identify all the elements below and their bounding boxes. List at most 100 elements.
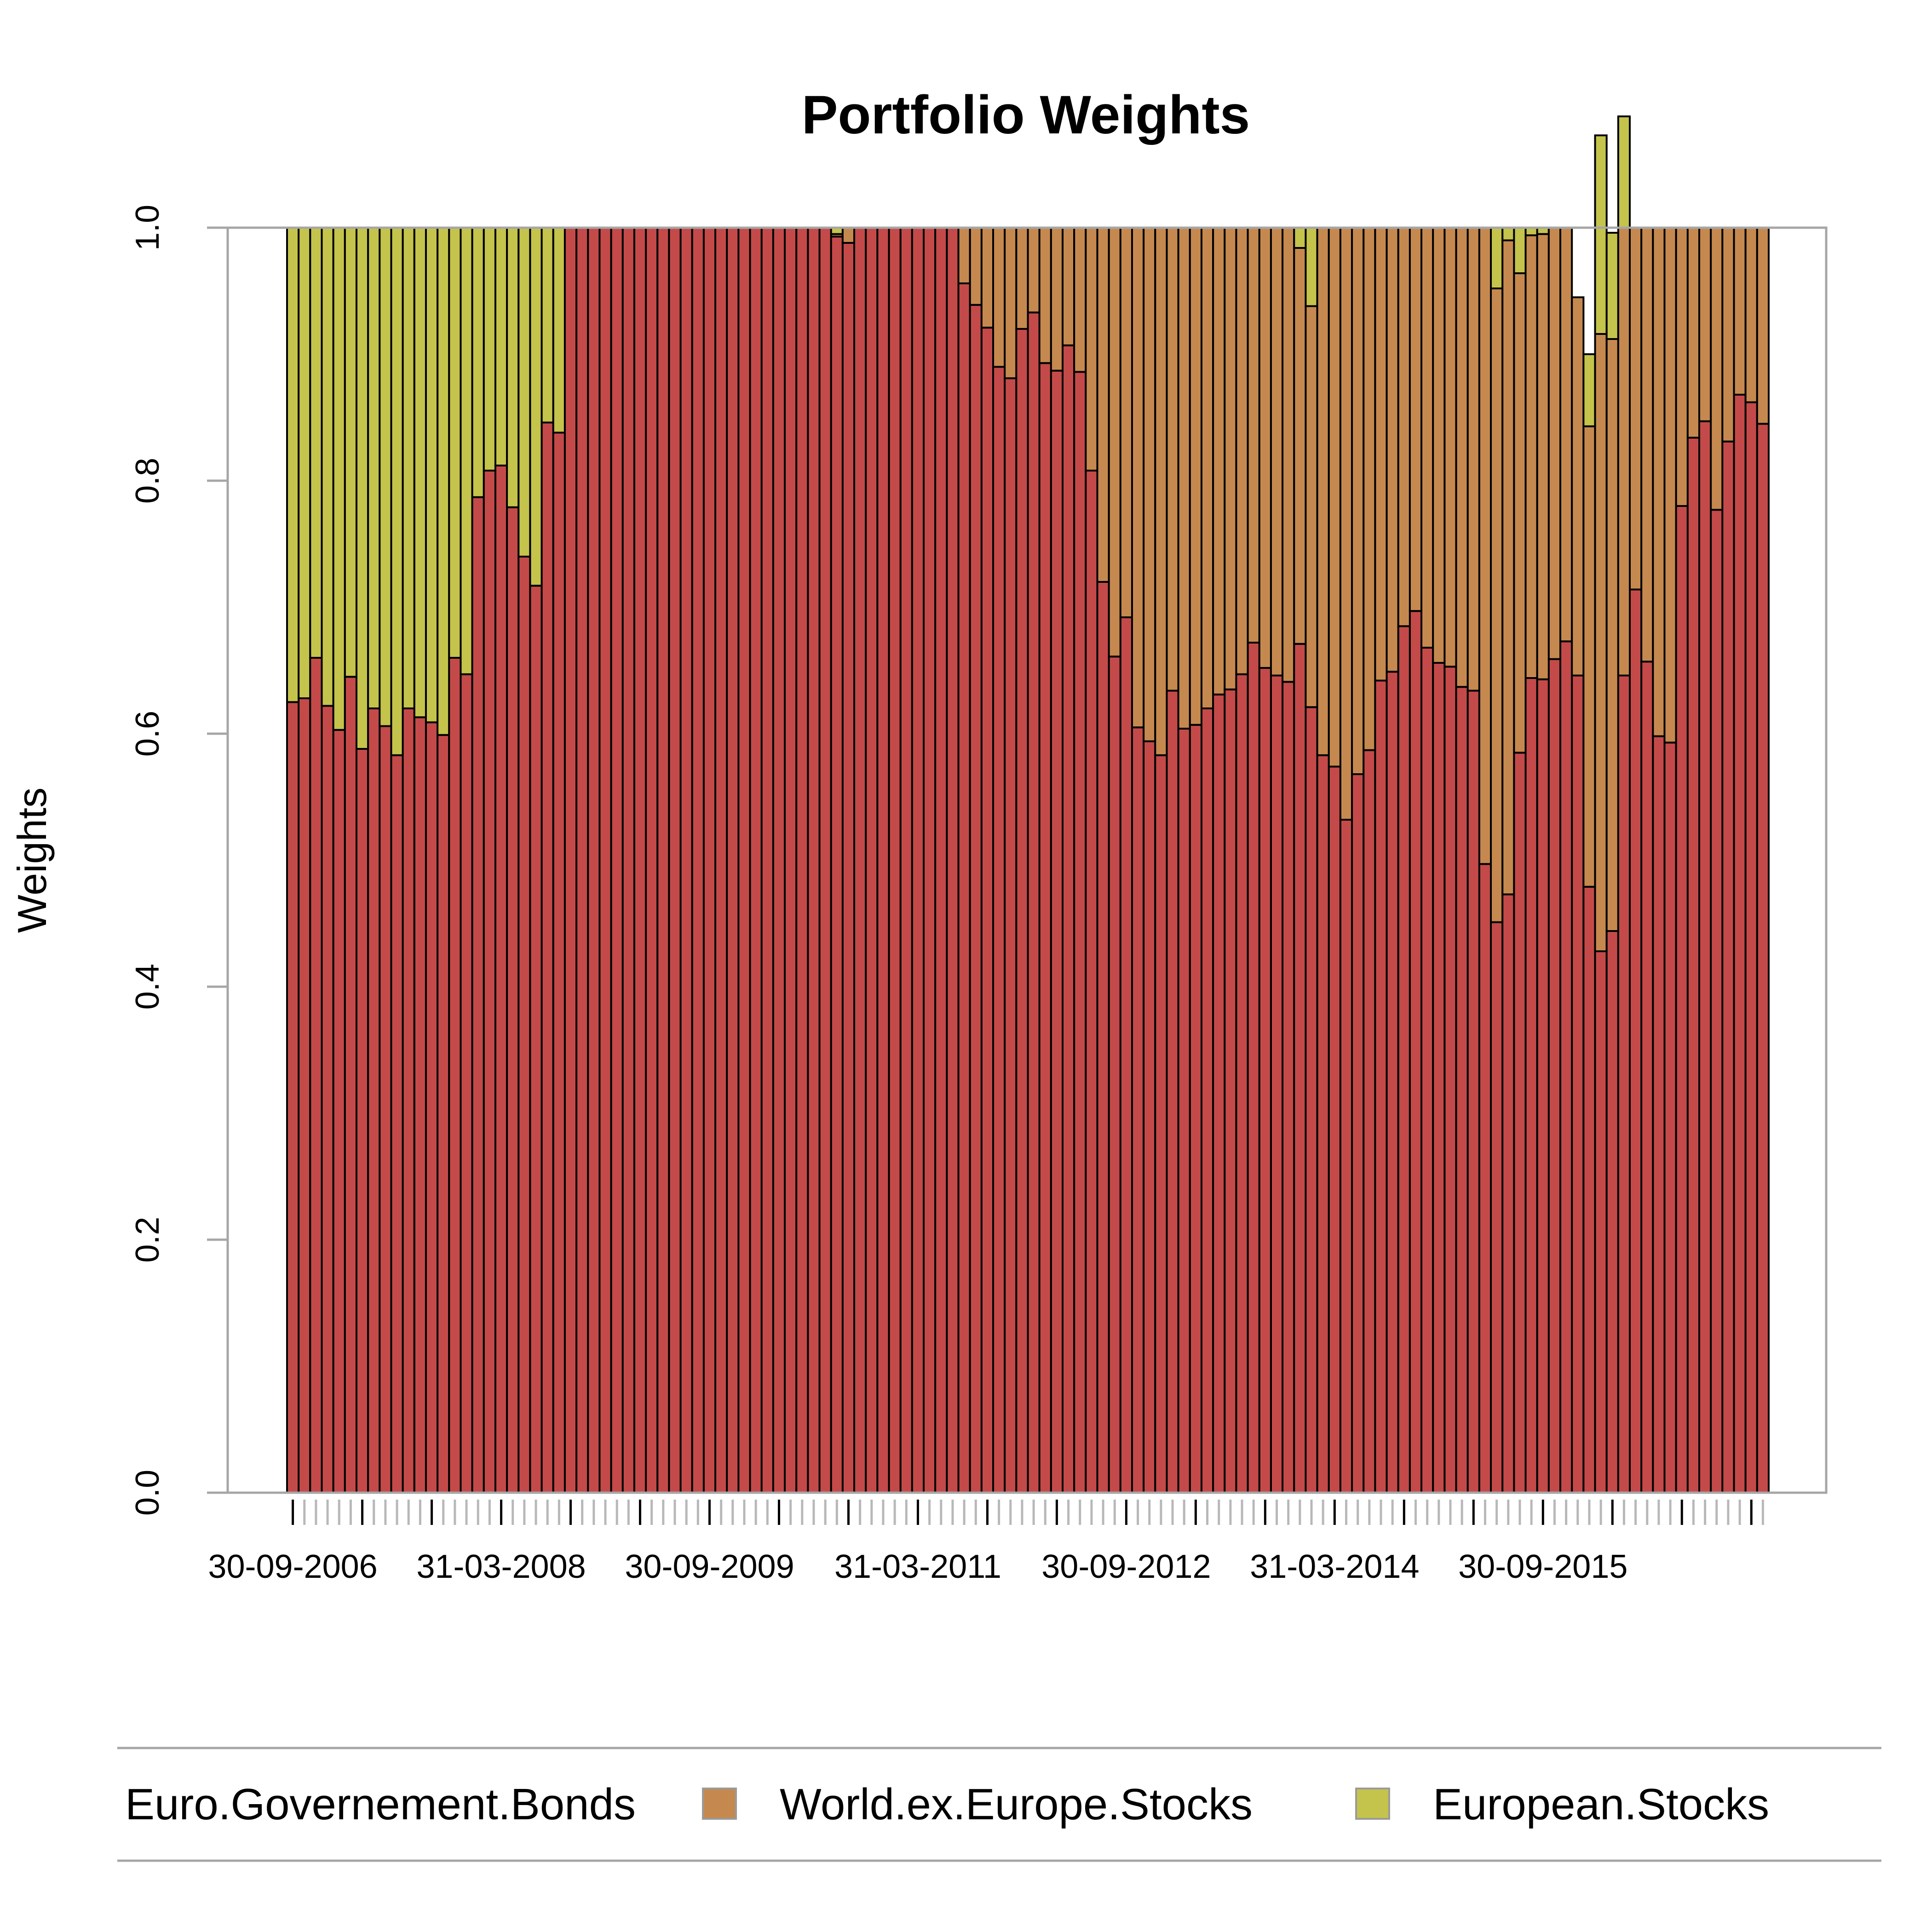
x-tick-label: 30-09-2009 xyxy=(625,1548,794,1585)
bar-segment-series-1-85 xyxy=(1270,227,1284,677)
bar-segment-series-0-66 xyxy=(1050,369,1064,1494)
bar-segment-series-1-80 xyxy=(1212,227,1226,696)
bar-segment-series-0-97 xyxy=(1409,610,1423,1494)
bar-segment-series-0-10 xyxy=(402,707,415,1494)
bar-segment-series-1-71 xyxy=(1108,227,1121,658)
legend-entry-label: European.Stocks xyxy=(1433,1780,1769,1829)
legend-entry-label: Euro.Governement.Bonds xyxy=(125,1780,636,1829)
bar-segment-series-0-61 xyxy=(992,366,1006,1494)
bar-segment-series-2-3 xyxy=(321,227,334,707)
bar-segment-series-0-45 xyxy=(807,227,821,1494)
bar-segment-series-1-115 xyxy=(1617,227,1631,677)
bar-segment-series-0-24 xyxy=(564,227,578,1494)
x-tick-label: 31-03-2014 xyxy=(1250,1548,1419,1585)
bar-segment-series-2-10 xyxy=(402,227,415,709)
bar-segment-series-1-59 xyxy=(969,227,983,306)
bar-segment-series-0-29 xyxy=(621,227,635,1494)
bar-segment-series-1-123 xyxy=(1710,227,1724,511)
bar-segment-series-1-107 xyxy=(1524,234,1538,679)
bar-segment-series-0-17 xyxy=(483,470,496,1494)
bar-segment-series-2-106 xyxy=(1513,227,1527,274)
bar-segment-series-0-43 xyxy=(784,227,798,1494)
bar-segment-series-0-112 xyxy=(1582,886,1596,1494)
bar-segment-series-2-23 xyxy=(552,227,566,434)
bar-segment-series-1-126 xyxy=(1744,227,1758,403)
bar-segment-series-0-79 xyxy=(1200,707,1214,1494)
bar-segment-series-0-106 xyxy=(1513,752,1527,1494)
bar-segment-series-0-19 xyxy=(506,506,520,1494)
bar-segment-series-0-71 xyxy=(1108,656,1121,1494)
bar-segment-series-1-127 xyxy=(1756,227,1770,425)
bar-segment-series-1-73 xyxy=(1131,227,1145,729)
bar-segment-series-2-115 xyxy=(1617,115,1631,229)
bar-segment-series-1-95 xyxy=(1386,227,1399,673)
bar-segment-series-2-87 xyxy=(1293,227,1307,249)
bar-segment-series-2-104 xyxy=(1490,227,1504,289)
bar-segment-series-1-124 xyxy=(1721,227,1735,443)
bar-segment-series-0-72 xyxy=(1119,616,1133,1494)
bar-segment-series-1-104 xyxy=(1490,288,1504,923)
bar-segment-series-1-111 xyxy=(1571,296,1585,677)
bar-segment-series-0-41 xyxy=(760,227,774,1494)
bar-segment-series-1-83 xyxy=(1247,227,1260,644)
bar-segment-series-0-115 xyxy=(1617,674,1631,1494)
bar-segment-series-0-103 xyxy=(1478,863,1492,1494)
bar-segment-series-0-105 xyxy=(1501,893,1515,1494)
bar-segment-series-2-0 xyxy=(286,227,300,703)
bar-segment-series-1-75 xyxy=(1154,227,1168,756)
bar-segment-series-0-121 xyxy=(1686,437,1701,1494)
bar-segment-series-2-105 xyxy=(1501,227,1515,242)
bar-segment-series-2-17 xyxy=(483,227,496,472)
bar-segment-series-0-37 xyxy=(714,227,728,1494)
bar-segment-series-0-32 xyxy=(656,227,670,1494)
bar-segment-series-1-82 xyxy=(1235,227,1249,675)
x-tick-label: 31-03-2011 xyxy=(834,1548,1001,1585)
bar-segment-series-0-124 xyxy=(1721,440,1735,1494)
bar-segment-series-0-49 xyxy=(853,227,867,1494)
bar-segment-series-0-69 xyxy=(1085,470,1098,1494)
bar-segment-series-0-67 xyxy=(1061,344,1075,1494)
bar-segment-series-0-8 xyxy=(379,725,392,1494)
bar-segment-series-0-116 xyxy=(1629,588,1643,1494)
bar-segment-series-0-98 xyxy=(1420,647,1434,1494)
bar-segment-series-2-112 xyxy=(1582,353,1596,427)
bar-segment-series-0-62 xyxy=(1004,377,1018,1494)
bar-segment-series-1-114 xyxy=(1605,338,1619,932)
bar-segment-series-0-82 xyxy=(1235,673,1249,1494)
bar-segment-series-1-89 xyxy=(1316,227,1330,756)
bar-segment-series-1-112 xyxy=(1582,425,1596,888)
bar-segment-series-1-76 xyxy=(1166,227,1179,692)
bar-segment-series-0-89 xyxy=(1316,754,1330,1494)
bar-segment-series-0-120 xyxy=(1675,505,1689,1494)
bar-segment-series-0-60 xyxy=(980,327,995,1494)
bar-segment-series-0-21 xyxy=(529,585,543,1494)
bar-segment-series-1-67 xyxy=(1061,227,1075,346)
x-tick-label: 30-09-2006 xyxy=(208,1548,377,1585)
bar-segment-series-0-78 xyxy=(1189,724,1202,1494)
bar-segment-series-1-109 xyxy=(1547,227,1562,660)
y-tick-label: 0.2 xyxy=(129,1217,166,1263)
bar-segment-series-2-15 xyxy=(460,227,473,675)
bar-segment-series-0-7 xyxy=(367,707,381,1494)
bar-segment-series-2-9 xyxy=(390,227,404,756)
bar-segment-series-0-73 xyxy=(1131,726,1145,1494)
legend-swatch xyxy=(1355,1788,1390,1820)
bar-segment-series-0-53 xyxy=(899,227,913,1494)
bar-segment-series-0-51 xyxy=(876,227,890,1494)
bar-segment-series-1-62 xyxy=(1004,227,1018,380)
bar-segment-series-2-8 xyxy=(379,227,392,727)
legend-entry-label: World.ex.Europe.Stocks xyxy=(780,1780,1253,1829)
bar-segment-series-0-36 xyxy=(702,227,717,1494)
bar-segment-series-0-119 xyxy=(1663,742,1677,1494)
bar-segment-series-0-111 xyxy=(1571,674,1585,1494)
bar-segment-series-1-96 xyxy=(1397,227,1411,627)
bar-segment-series-0-0 xyxy=(286,701,300,1494)
bar-segment-series-1-98 xyxy=(1420,227,1434,649)
y-tick-label: 0.0 xyxy=(129,1470,166,1516)
bar-segment-series-1-79 xyxy=(1200,227,1214,709)
bar-segment-series-1-116 xyxy=(1629,227,1643,591)
bar-segment-series-0-11 xyxy=(413,716,427,1494)
bar-segment-series-1-60 xyxy=(980,227,995,329)
bar-segment-series-0-96 xyxy=(1397,625,1411,1494)
